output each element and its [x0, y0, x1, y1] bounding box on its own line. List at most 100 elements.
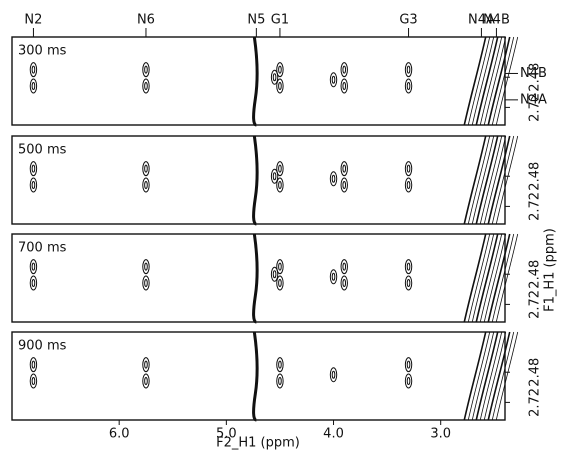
peak-core	[31, 279, 36, 288]
diagonal-contour	[463, 233, 487, 323]
peak-core	[278, 262, 282, 271]
diagonal-contour	[475, 36, 499, 126]
peak	[29, 275, 38, 291]
diagonal-contour	[491, 331, 515, 421]
peak-core	[331, 75, 336, 84]
peak-core	[406, 279, 411, 288]
peak-core	[406, 360, 411, 369]
peak-core	[144, 82, 148, 91]
peak-core	[406, 164, 411, 173]
panel-label: 700 ms	[18, 241, 67, 256]
diagonal-contour	[463, 36, 487, 126]
peak	[276, 373, 284, 389]
panel-frame	[11, 331, 506, 421]
diagonal-contour	[487, 233, 511, 323]
peak-label: N4B	[483, 13, 510, 28]
peak	[29, 373, 38, 389]
peak-label: N6	[137, 13, 155, 28]
diagonal-contour	[495, 233, 519, 323]
diagonal-contour	[491, 135, 515, 225]
panel-frame	[11, 135, 506, 225]
diagonal-contour	[471, 331, 495, 421]
peak-label: N2	[24, 13, 42, 28]
peak-core	[278, 377, 282, 386]
diagonal-contour	[487, 36, 511, 126]
peak	[29, 357, 38, 373]
peak	[270, 69, 279, 85]
peak	[329, 269, 338, 285]
diagonal-contour	[463, 135, 487, 225]
diagonal-contour	[471, 135, 495, 225]
peak	[329, 367, 338, 383]
peak-core	[31, 181, 36, 190]
x-axis-label: F2_H1 (ppm)	[216, 436, 300, 451]
diagonal-contour	[467, 36, 491, 126]
peak	[276, 357, 284, 373]
x-tick-label: 3.0	[430, 427, 451, 442]
peak	[340, 275, 348, 291]
peak-core	[278, 164, 282, 173]
peak-core	[31, 164, 36, 173]
peak	[276, 78, 284, 94]
peak	[270, 266, 279, 282]
diagonal-contour	[475, 135, 499, 225]
peak	[329, 72, 338, 88]
y-tick-label: 2.48	[528, 162, 543, 191]
diagonal-contour	[479, 36, 503, 126]
diagonal-contour	[491, 233, 515, 323]
y-tick-label: 2.48	[528, 358, 543, 387]
peak-core	[144, 279, 148, 288]
peak-core	[331, 174, 336, 183]
diagonal-contour	[491, 36, 515, 126]
diagonal-contour	[471, 36, 495, 126]
peak-core	[144, 164, 148, 173]
peak	[29, 78, 38, 94]
y-tick-label: 2.72	[528, 93, 543, 122]
diagonal-contour	[483, 233, 507, 323]
peak-core	[406, 181, 411, 190]
panel-label: 900 ms	[18, 339, 67, 354]
peak-core	[144, 65, 148, 74]
peak-core	[144, 262, 148, 271]
peak-core	[342, 262, 347, 271]
peak-core	[144, 377, 148, 386]
panel-frame	[11, 36, 506, 126]
diagonal-contour	[483, 36, 507, 126]
peak	[276, 62, 284, 78]
panel-label: 300 ms	[18, 44, 67, 59]
peak	[142, 275, 150, 291]
peak-core	[31, 82, 36, 91]
peak-core	[31, 262, 36, 271]
diagonal-contour	[495, 331, 519, 421]
peak	[29, 62, 38, 78]
peak-core	[278, 360, 282, 369]
peak	[29, 161, 38, 177]
peak-core	[278, 65, 282, 74]
peak	[142, 78, 150, 94]
peak-core	[272, 270, 277, 279]
solvent-ridge	[252, 36, 259, 127]
side-label: N4A	[520, 92, 547, 107]
peak	[142, 177, 150, 193]
peak-core	[278, 181, 282, 190]
y-tick-label: 2.72	[528, 192, 543, 221]
diagonal-contour	[471, 233, 495, 323]
diagonal-contour	[495, 36, 519, 126]
peak	[142, 259, 150, 275]
peak	[340, 259, 348, 275]
peak	[340, 177, 348, 193]
diagonal-contour	[479, 135, 503, 225]
peak	[142, 62, 150, 78]
peak	[404, 78, 413, 94]
peak-core	[278, 279, 282, 288]
peak-core	[406, 262, 411, 271]
peak	[276, 177, 284, 193]
peak-core	[342, 279, 347, 288]
diagonal-contour	[487, 331, 511, 421]
peak	[270, 168, 279, 184]
peak	[329, 171, 338, 187]
peak-core	[342, 181, 347, 190]
y-tick-label: 2.72	[528, 290, 543, 319]
peak	[340, 62, 348, 78]
diagonal-contour	[495, 135, 519, 225]
